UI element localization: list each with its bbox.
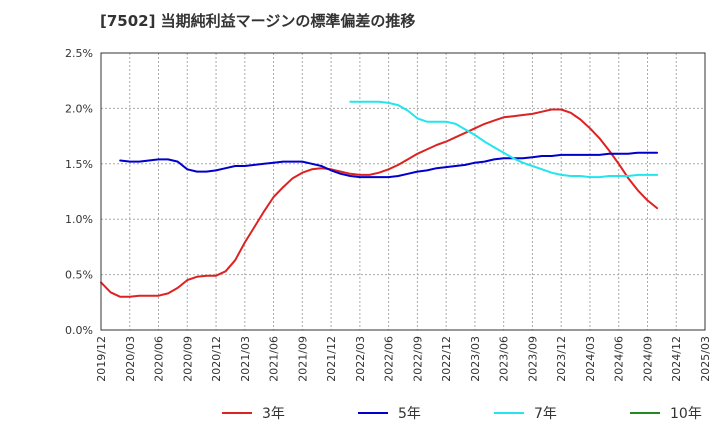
y-tick-label: 0.5%: [65, 269, 93, 282]
series-line-5年: [119, 151, 659, 179]
y-tick-label: 2.5%: [65, 47, 93, 60]
y-tick-label: 0.0%: [65, 324, 93, 337]
x-tick-label: 2022/06: [383, 336, 396, 382]
y-tick-label: 2.0%: [65, 102, 93, 115]
x-tick-label: 2020/09: [181, 336, 194, 382]
legend-label: 3年: [262, 406, 285, 422]
x-tick-label: 2021/06: [268, 336, 281, 382]
legend-label: 5年: [398, 406, 421, 422]
plot-frame: [100, 52, 706, 331]
series-line-7年: [349, 100, 659, 179]
x-tick-label: 2022/09: [411, 336, 424, 382]
x-tick-label: 2022/12: [440, 336, 453, 382]
x-tick-label: 2021/03: [239, 336, 252, 382]
x-tick-label: 2020/03: [124, 336, 137, 382]
x-tick-label: 2020/06: [153, 336, 166, 382]
x-tick-labels: 2019/12 2020/03 2020/06 2020/09 2020/12 2021/…: [95, 336, 712, 382]
x-tick-label: 2024/06: [613, 336, 626, 382]
x-tick-label: 2020/12: [210, 336, 223, 382]
x-tick-label: 2019/12: [95, 336, 108, 382]
x-tick-label: 2024/03: [584, 336, 597, 382]
y-tick-label: 1.0%: [65, 213, 93, 226]
x-tick-label: 2021/09: [296, 336, 309, 382]
x-tick-label: 2022/03: [354, 336, 367, 382]
x-tick-label: 2024/12: [670, 336, 683, 382]
grid-layer: [100, 52, 706, 331]
x-tick-label: 2021/12: [325, 336, 338, 382]
series-layer: [100, 100, 659, 298]
legend-label: 7年: [534, 406, 557, 422]
legend-label: 10年: [670, 406, 702, 422]
x-tick-label: 2025/03: [699, 336, 712, 382]
y-tick-label: 1.5%: [65, 158, 93, 171]
x-tick-label: 2023/06: [498, 336, 511, 382]
x-tick-label: 2023/09: [526, 336, 539, 382]
legend: 3年 5年 7年 10年: [222, 406, 702, 422]
chart-title: [7502] 当期純利益マージンの標準偏差の推移: [100, 12, 415, 30]
x-tick-label: 2023/12: [555, 336, 568, 382]
y-tick-labels: 0.0% 0.5% 1.0% 1.5% 2.0% 2.5%: [65, 47, 93, 337]
x-tick-label: 2023/03: [469, 336, 482, 382]
x-tick-label: 2024/09: [641, 336, 654, 382]
series-line-3年: [100, 108, 659, 298]
